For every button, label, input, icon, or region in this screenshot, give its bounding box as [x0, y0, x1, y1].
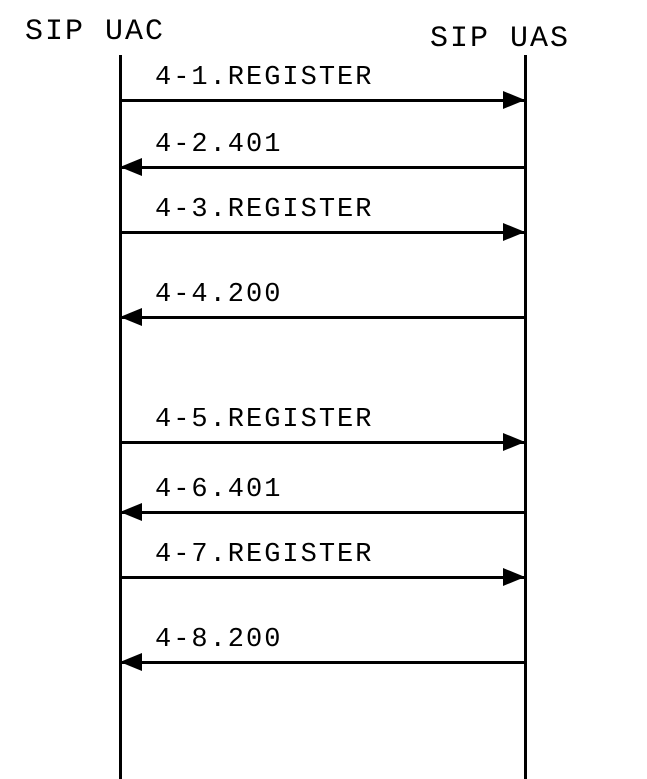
message-8-line — [120, 661, 525, 664]
message-3-label: 4-3.REGISTER — [155, 195, 560, 225]
message-8: 4-8.200 — [120, 625, 525, 665]
message-6-line — [120, 511, 525, 514]
message-6-label: 4-6.401 — [155, 475, 560, 505]
message-3-line — [120, 231, 525, 234]
message-4: 4-4.200 — [120, 280, 525, 320]
message-8-label: 4-8.200 — [155, 625, 560, 655]
message-5-line — [120, 441, 525, 444]
message-1-label: 4-1.REGISTER — [155, 63, 560, 93]
message-7-line — [120, 576, 525, 579]
message-3-arrowhead — [503, 223, 525, 241]
message-2-arrowhead — [120, 158, 142, 176]
sequence-diagram: SIP UAC SIP UAS 4-1.REGISTER 4-2.401 4-3… — [0, 0, 647, 779]
message-1-line — [120, 99, 525, 102]
message-5-label: 4-5.REGISTER — [155, 405, 560, 435]
message-4-arrowhead — [120, 308, 142, 326]
message-6-arrowhead — [120, 503, 142, 521]
message-8-arrowhead — [120, 653, 142, 671]
message-2-label: 4-2.401 — [155, 130, 560, 160]
message-5-arrowhead — [503, 433, 525, 451]
message-6: 4-6.401 — [120, 475, 525, 515]
message-2: 4-2.401 — [120, 130, 525, 170]
message-7-label: 4-7.REGISTER — [155, 540, 560, 570]
message-4-label: 4-4.200 — [155, 280, 560, 310]
message-1: 4-1.REGISTER — [120, 63, 525, 103]
message-2-line — [120, 166, 525, 169]
actor-uas-label: SIP UAS — [430, 22, 570, 56]
message-4-line — [120, 316, 525, 319]
actor-uac-label: SIP UAC — [25, 15, 165, 49]
message-7: 4-7.REGISTER — [120, 540, 525, 580]
message-7-arrowhead — [503, 568, 525, 586]
message-3: 4-3.REGISTER — [120, 195, 525, 235]
message-1-arrowhead — [503, 91, 525, 109]
message-5: 4-5.REGISTER — [120, 405, 525, 445]
